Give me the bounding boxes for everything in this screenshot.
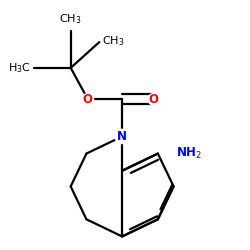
Text: O: O (148, 93, 158, 106)
Circle shape (148, 94, 159, 105)
Text: H$_3$C: H$_3$C (8, 61, 31, 75)
Text: CH$_3$: CH$_3$ (60, 12, 82, 26)
Circle shape (115, 129, 129, 144)
Circle shape (82, 94, 94, 105)
Text: CH$_3$: CH$_3$ (102, 34, 125, 48)
Text: N: N (117, 130, 127, 143)
Text: O: O (83, 93, 93, 106)
Text: NH$_2$: NH$_2$ (176, 146, 202, 161)
